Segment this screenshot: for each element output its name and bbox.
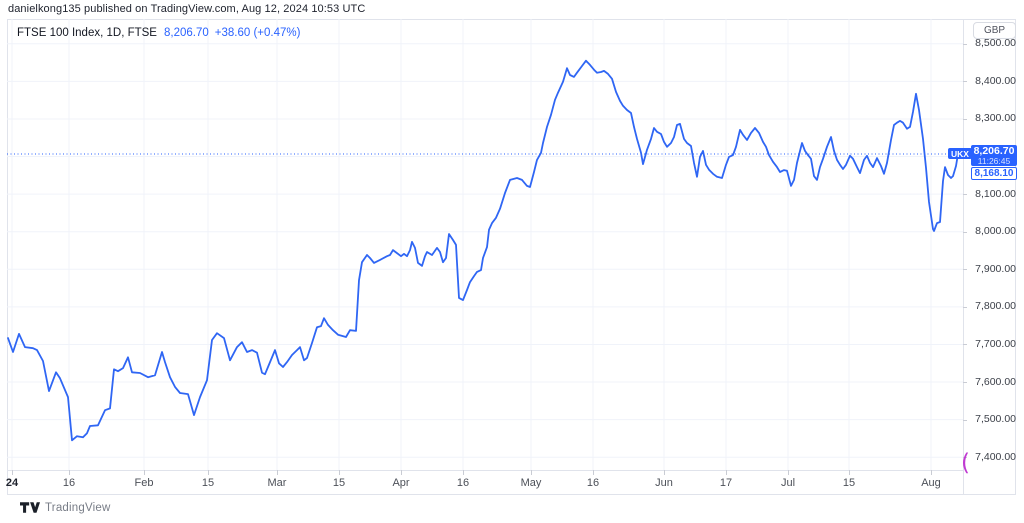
time-axis-tick	[931, 470, 932, 475]
last-price-badge: 8,206.70 11:26:45	[971, 145, 1017, 166]
time-axis-label: Feb	[134, 477, 154, 489]
price-axis-tick	[963, 269, 967, 271]
time-axis-tick	[788, 470, 789, 475]
tradingview-logo-text: TradingView	[45, 502, 111, 514]
price-axis-label: 8,100.00	[975, 187, 1016, 200]
time-axis-tick	[463, 470, 464, 475]
time-axis-label: 16	[456, 477, 470, 489]
time-axis-label: Aug	[921, 477, 941, 489]
currency-button[interactable]: GBP	[973, 22, 1016, 39]
time-axis-tick	[664, 470, 665, 475]
time-axis-label: 24	[5, 477, 19, 489]
price-axis-tick	[963, 344, 967, 346]
price-axis-tick	[963, 306, 967, 308]
time-axis-label: 15	[332, 477, 346, 489]
legend-symbol-text: FTSE 100 Index, 1D, FTSE	[17, 27, 157, 39]
price-axis-tick	[963, 81, 967, 83]
price-axis-label: 7,400.00	[975, 450, 1016, 463]
time-axis-tick	[12, 470, 13, 475]
time-axis-tick	[69, 470, 70, 475]
price-axis-label: 7,600.00	[975, 375, 1016, 388]
time-axis-label: Jul	[780, 477, 796, 489]
drawing-annotation[interactable]: (	[961, 450, 970, 476]
price-axis-tick	[963, 43, 967, 45]
tradingview-logo[interactable]: TradingView	[20, 502, 110, 514]
chart-frame	[7, 19, 1016, 495]
prev-close-badge: 8,168.10	[971, 167, 1017, 180]
price-axis-label: 8,500.00	[975, 37, 1016, 50]
bar-countdown: 11:26:45	[977, 156, 1011, 166]
time-axis-tick	[277, 470, 278, 475]
time-axis-label: 15	[842, 477, 856, 489]
time-axis-tick	[144, 470, 145, 475]
time-axis-label: 16	[586, 477, 600, 489]
time-axis-label: Jun	[655, 477, 673, 489]
price-axis-label: 7,700.00	[975, 337, 1016, 350]
price-axis-label: 8,300.00	[975, 112, 1016, 125]
price-axis-label: 7,500.00	[975, 413, 1016, 426]
price-axis-tick	[963, 118, 967, 120]
attribution-text: danielkong135 published on TradingView.c…	[8, 3, 366, 15]
price-axis-label: 8,000.00	[975, 225, 1016, 238]
time-axis-label: 16	[62, 477, 76, 489]
time-axis-tick	[339, 470, 340, 475]
time-axis-label: 15	[201, 477, 215, 489]
price-axis-tick	[963, 231, 967, 233]
time-axis-tick	[401, 470, 402, 475]
price-axis-label: 7,800.00	[975, 300, 1016, 313]
price-axis-tick	[963, 419, 967, 421]
time-axis-tick	[531, 470, 532, 475]
time-axis-separator	[8, 470, 964, 471]
legend-last-price: 8,206.70	[163, 27, 209, 39]
time-axis-label: 17	[719, 477, 733, 489]
price-axis-label: 7,900.00	[975, 262, 1016, 275]
price-axis-label: 8,400.00	[975, 74, 1016, 87]
price-axis-tick	[963, 382, 967, 384]
price-axis-separator	[963, 20, 964, 494]
time-axis-tick	[593, 470, 594, 475]
time-axis-tick	[849, 470, 850, 475]
price-axis-tick	[963, 457, 967, 459]
time-axis-tick	[726, 470, 727, 475]
price-chart-canvas[interactable]	[7, 19, 963, 470]
time-axis-label: May	[520, 477, 542, 489]
time-axis-label: Apr	[392, 477, 410, 489]
time-axis-label: Mar	[267, 477, 287, 489]
tradingview-logo-icon	[20, 502, 40, 513]
legend-change: +38.60 (+0.47%)	[214, 27, 301, 39]
price-line-series	[7, 59, 959, 442]
symbol-legend[interactable]: FTSE 100 Index, 1D, FTSE 8,206.70 +38.60 (…	[17, 27, 300, 39]
time-axis-tick	[208, 470, 209, 475]
last-price-value: 8,206.70	[973, 145, 1015, 157]
price-axis-tick	[963, 194, 967, 196]
symbol-badge: UKX	[948, 148, 972, 159]
